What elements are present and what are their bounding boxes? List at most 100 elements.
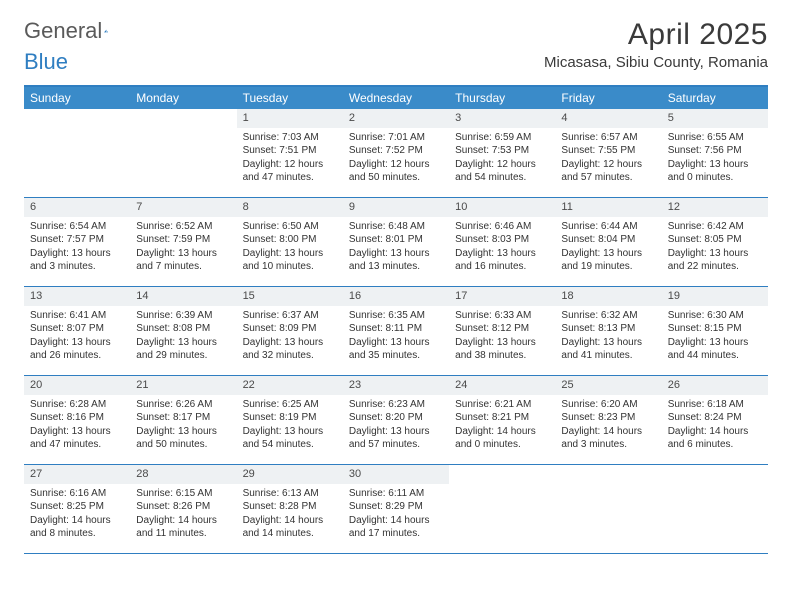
sunset-line: Sunset: 8:12 PM [455, 322, 549, 336]
dl1-line: Daylight: 13 hours [136, 247, 230, 261]
day-number: 12 [662, 198, 768, 217]
dl2-line: and 54 minutes. [455, 171, 549, 185]
weekday-tuesday: Tuesday [237, 87, 343, 109]
sunrise-line: Sunrise: 6:48 AM [349, 220, 443, 234]
sunrise-line: Sunrise: 6:33 AM [455, 309, 549, 323]
day-cell-17: 17Sunrise: 6:33 AMSunset: 8:12 PMDayligh… [449, 287, 555, 375]
sunset-line: Sunset: 8:09 PM [243, 322, 337, 336]
dl2-line: and 17 minutes. [349, 527, 443, 541]
dl1-line: Daylight: 13 hours [243, 247, 337, 261]
day-body: Sunrise: 6:30 AMSunset: 8:15 PMDaylight:… [662, 306, 768, 369]
sunrise-line: Sunrise: 6:21 AM [455, 398, 549, 412]
weekday-monday: Monday [130, 87, 236, 109]
day-cell-20: 20Sunrise: 6:28 AMSunset: 8:16 PMDayligh… [24, 376, 130, 464]
dl1-line: Daylight: 13 hours [561, 336, 655, 350]
day-number: 10 [449, 198, 555, 217]
sunrise-line: Sunrise: 6:15 AM [136, 487, 230, 501]
day-body: Sunrise: 6:18 AMSunset: 8:24 PMDaylight:… [662, 395, 768, 458]
dl1-line: Daylight: 12 hours [455, 158, 549, 172]
dl2-line: and 3 minutes. [561, 438, 655, 452]
dl2-line: and 3 minutes. [30, 260, 124, 274]
dl1-line: Daylight: 13 hours [668, 336, 762, 350]
day-body: Sunrise: 6:39 AMSunset: 8:08 PMDaylight:… [130, 306, 236, 369]
dl2-line: and 11 minutes. [136, 527, 230, 541]
sunrise-line: Sunrise: 6:18 AM [668, 398, 762, 412]
day-cell-23: 23Sunrise: 6:23 AMSunset: 8:20 PMDayligh… [343, 376, 449, 464]
day-number: 20 [24, 376, 130, 395]
empty-cell [662, 465, 768, 553]
day-cell-11: 11Sunrise: 6:44 AMSunset: 8:04 PMDayligh… [555, 198, 661, 286]
day-cell-5: 5Sunrise: 6:55 AMSunset: 7:56 PMDaylight… [662, 109, 768, 197]
day-body: Sunrise: 6:42 AMSunset: 8:05 PMDaylight:… [662, 217, 768, 280]
day-number: 18 [555, 287, 661, 306]
sunset-line: Sunset: 7:56 PM [668, 144, 762, 158]
day-number: 9 [343, 198, 449, 217]
sunset-line: Sunset: 8:24 PM [668, 411, 762, 425]
dl1-line: Daylight: 12 hours [349, 158, 443, 172]
dl1-line: Daylight: 13 hours [136, 425, 230, 439]
day-number: 30 [343, 465, 449, 484]
sunrise-line: Sunrise: 7:01 AM [349, 131, 443, 145]
sunset-line: Sunset: 8:28 PM [243, 500, 337, 514]
dl1-line: Daylight: 14 hours [668, 425, 762, 439]
day-cell-21: 21 Sunrise: 6:26 AMSunset: 8:17 PMDayligh… [130, 376, 236, 464]
sunset-line: Sunset: 8:25 PM [30, 500, 124, 514]
dl2-line: and 6 minutes. [668, 438, 762, 452]
dl2-line: and 50 minutes. [349, 171, 443, 185]
day-body: Sunrise: 6:46 AMSunset: 8:03 PMDaylight:… [449, 217, 555, 280]
day-number: 21 [130, 376, 236, 395]
sunset-line: Sunset: 8:11 PM [349, 322, 443, 336]
logo-text-gray: General [24, 18, 102, 44]
calendar: SundayMondayTuesdayWednesdayThursdayFrid… [24, 85, 768, 554]
dl2-line: and 54 minutes. [243, 438, 337, 452]
day-cell-26: 26Sunrise: 6:18 AMSunset: 8:24 PMDayligh… [662, 376, 768, 464]
day-number: 27 [24, 465, 130, 484]
sunrise-line: Sunrise: 6:26 AM [136, 398, 230, 412]
day-number: 29 [237, 465, 343, 484]
day-number: 2 [343, 109, 449, 128]
sunset-line: Sunset: 7:57 PM [30, 233, 124, 247]
sunrise-line: Sunrise: 6:30 AM [668, 309, 762, 323]
day-body: Sunrise: 6:16 AMSunset: 8:25 PMDaylight:… [24, 484, 130, 547]
title-block: April 2025 Micasasa, Sibiu County, Roman… [544, 18, 768, 71]
dl1-line: Daylight: 13 hours [349, 247, 443, 261]
sunset-line: Sunset: 7:59 PM [136, 233, 230, 247]
dl2-line: and 10 minutes. [243, 260, 337, 274]
dl2-line: and 47 minutes. [30, 438, 124, 452]
sunrise-line: Sunrise: 6:46 AM [455, 220, 549, 234]
location-text: Micasasa, Sibiu County, Romania [544, 54, 768, 71]
sunrise-line: Sunrise: 6:50 AM [243, 220, 337, 234]
dl2-line: and 47 minutes. [243, 171, 337, 185]
sunset-line: Sunset: 8:20 PM [349, 411, 443, 425]
dl1-line: Daylight: 13 hours [30, 336, 124, 350]
day-cell-29: 29 Sunrise: 6:13 AMSunset: 8:28 PMDayligh… [237, 465, 343, 553]
dl2-line: and 41 minutes. [561, 349, 655, 363]
dl2-line: and 57 minutes. [349, 438, 443, 452]
day-cell-25: 25Sunrise: 6:20 AMSunset: 8:23 PMDayligh… [555, 376, 661, 464]
dl1-line: Daylight: 13 hours [561, 247, 655, 261]
day-cell-10: 10Sunrise: 6:46 AMSunset: 8:03 PMDayligh… [449, 198, 555, 286]
dl2-line: and 38 minutes. [455, 349, 549, 363]
day-body: Sunrise: 6:52 AMSunset: 7:59 PMDaylight:… [130, 217, 236, 280]
dl1-line: Daylight: 14 hours [136, 514, 230, 528]
day-cell-18: 18Sunrise: 6:32 AMSunset: 8:13 PMDayligh… [555, 287, 661, 375]
sunrise-line: Sunrise: 6:35 AM [349, 309, 443, 323]
sunrise-line: Sunrise: 6:39 AM [136, 309, 230, 323]
dl1-line: Daylight: 12 hours [243, 158, 337, 172]
dl1-line: Daylight: 13 hours [668, 247, 762, 261]
sunrise-line: Sunrise: 7:03 AM [243, 131, 337, 145]
dl2-line: and 44 minutes. [668, 349, 762, 363]
sunset-line: Sunset: 8:03 PM [455, 233, 549, 247]
sunrise-line: Sunrise: 6:13 AM [243, 487, 337, 501]
day-number: 19 [662, 287, 768, 306]
sunset-line: Sunset: 8:17 PM [136, 411, 230, 425]
day-body: Sunrise: 6:32 AMSunset: 8:13 PMDaylight:… [555, 306, 661, 369]
day-cell-28: 28Sunrise: 6:15 AMSunset: 8:26 PMDayligh… [130, 465, 236, 553]
sunrise-line: Sunrise: 6:20 AM [561, 398, 655, 412]
day-body: Sunrise: 6:54 AMSunset: 7:57 PMDaylight:… [24, 217, 130, 280]
dl2-line: and 14 minutes. [243, 527, 337, 541]
sunset-line: Sunset: 8:15 PM [668, 322, 762, 336]
day-cell-13: 13Sunrise: 6:41 AMSunset: 8:07 PMDayligh… [24, 287, 130, 375]
dl1-line: Daylight: 14 hours [243, 514, 337, 528]
dl2-line: and 22 minutes. [668, 260, 762, 274]
